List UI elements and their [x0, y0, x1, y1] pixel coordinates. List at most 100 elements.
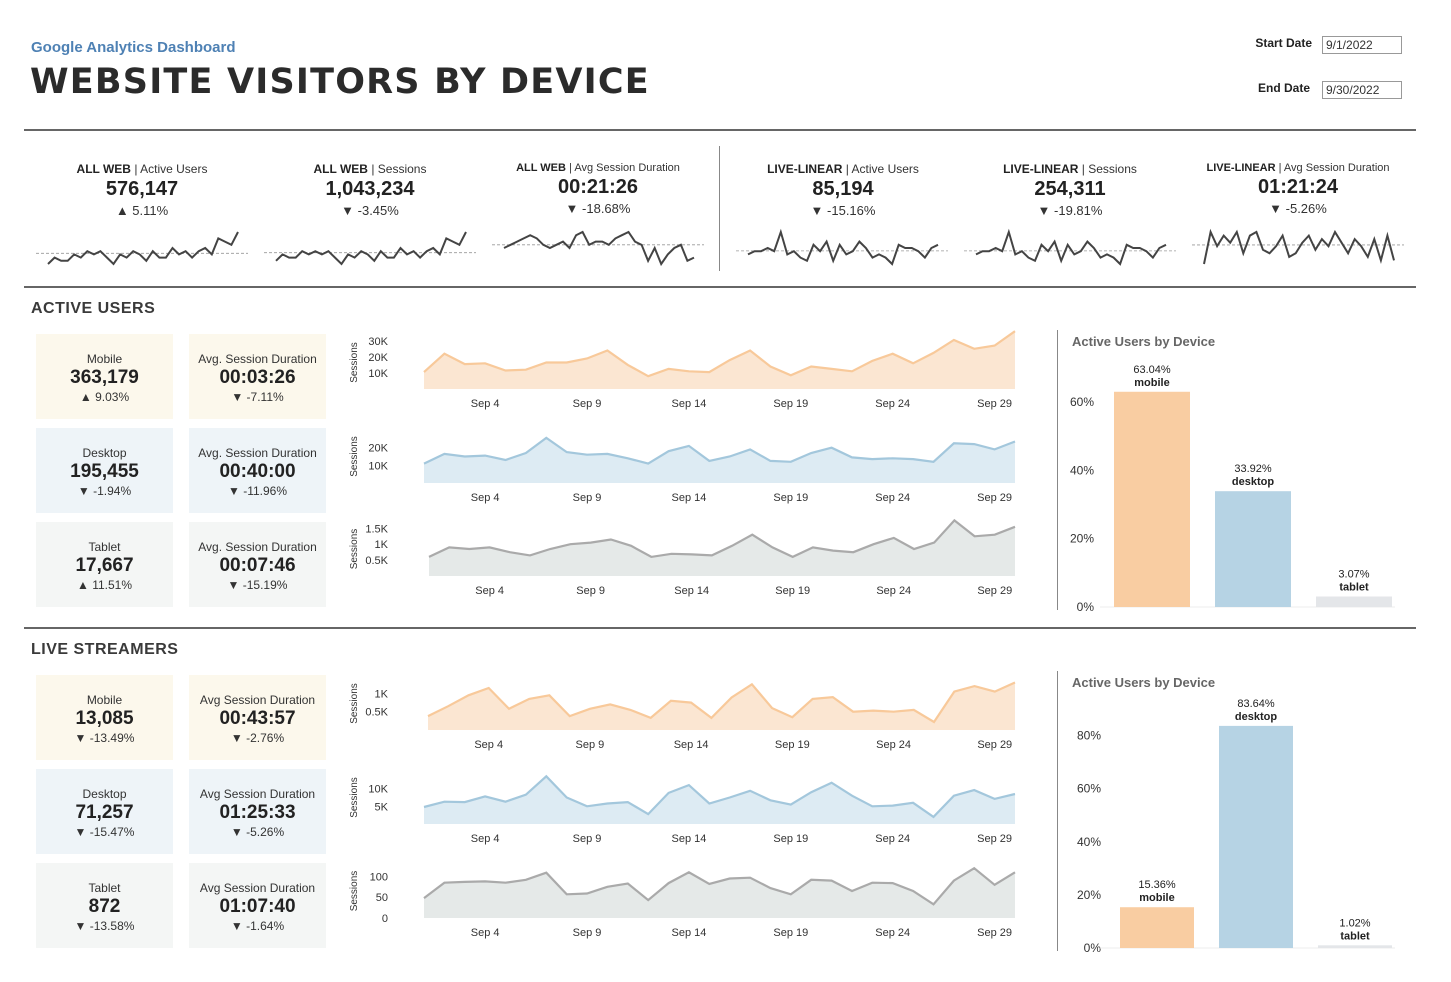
section-title-active-users: ACTIVE USERS: [31, 300, 156, 317]
area-line: [423, 774, 1016, 819]
kpi-change: ▼ -18.68%: [565, 201, 631, 216]
kpi-metric: | Avg Session Duration: [569, 162, 680, 174]
card-change: ▼ -1.64%: [230, 919, 285, 933]
x-tick-label: Sep 19: [773, 927, 808, 939]
dashboard-subtitle: Google Analytics Dashboard: [31, 39, 236, 56]
card-value: 363,179: [70, 367, 139, 388]
card-label: Mobile: [86, 352, 123, 366]
kpi-group: LIVE-LINEAR: [1206, 162, 1276, 174]
card-value: 872: [88, 896, 121, 917]
area-chart-au-tablet: Sessions 1.5K 1K 0.5K Sep 4 Sep 9 Sep 14 Sep 19…: [349, 518, 1016, 597]
y-axis-label: Sessions: [349, 777, 360, 818]
card-value: 195,455: [70, 461, 139, 482]
x-tick-label: Sep 4: [474, 739, 503, 751]
area-chart-au-mobile: Sessions 30K 20K 10K Sep 4 Sep 9 Sep 14 Sep 19 S…: [349, 330, 1016, 410]
card-label: Desktop: [82, 787, 127, 801]
area-line: [423, 436, 1016, 465]
kpi-group: ALL WEB: [516, 162, 566, 174]
card-label: Avg Session Duration: [199, 693, 316, 707]
x-tick-label: Sep 4: [471, 492, 500, 504]
area-fill: [424, 331, 1015, 389]
card-mobile-duration: Avg Session Duration 00:43:57 ▼ -2.76%: [189, 675, 326, 760]
x-tick-label: Sep 29: [977, 585, 1012, 597]
bar-desktop: [1219, 725, 1293, 948]
kpi-value: 00:21:26: [557, 176, 639, 198]
card-change: ▼ -15.47%: [74, 825, 135, 839]
card-label: Avg Session Duration: [199, 881, 316, 895]
x-tick-label: Sep 19: [775, 585, 810, 597]
sparkline-2: [492, 230, 704, 267]
card-change: ▼ -15.19%: [227, 578, 288, 592]
y-tick-label: 1K: [375, 688, 389, 700]
card-change: ▼ -2.76%: [230, 731, 285, 745]
x-tick-label: Sep 9: [576, 585, 605, 597]
start-date-input[interactable]: [1322, 36, 1402, 54]
kpi-metric: | Avg Session Duration: [1278, 162, 1390, 174]
y-tick-label: 80%: [1077, 729, 1101, 743]
card-desktop-duration: Avg Session Duration 01:25:33 ▼ -5.26%: [189, 769, 326, 854]
kpi-change: ▼ -19.81%: [1037, 203, 1103, 218]
y-tick-label: 10K: [368, 460, 388, 472]
kpi-change: ▼ -15.16%: [810, 203, 876, 218]
end-date-input[interactable]: [1322, 81, 1402, 99]
card-value: 01:25:33: [219, 802, 296, 823]
bar-category-label: desktop: [1232, 476, 1274, 488]
sparkline-5: [1192, 228, 1404, 265]
y-axis-label: Sessions: [349, 683, 360, 724]
area-fill: [424, 437, 1015, 483]
sparkline-line: [275, 231, 467, 266]
card-label: Tablet: [88, 540, 121, 554]
x-tick-label: Sep 19: [773, 492, 808, 504]
bar-category-label: mobile: [1134, 377, 1169, 389]
x-tick-label: Sep 29: [977, 833, 1012, 845]
card-label: Avg Session Duration: [199, 787, 316, 801]
area-fill: [428, 682, 1015, 730]
bar-value-label: 3.07%: [1338, 569, 1369, 581]
card-change: ▼ -7.11%: [231, 390, 284, 404]
x-tick-label: Sep 9: [573, 927, 602, 939]
card-change: ▼ -11.96%: [227, 484, 287, 498]
y-tick-label: 1.5K: [365, 523, 388, 535]
y-tick-label: 10K: [368, 368, 388, 380]
y-tick-label: 0: [382, 913, 388, 925]
bar-chart-divider: [1057, 330, 1058, 610]
kpi-metric: | Sessions: [371, 162, 427, 176]
area-line: [423, 330, 1016, 378]
x-tick-label: Sep 4: [471, 927, 500, 939]
area-fill: [424, 776, 1015, 824]
y-tick-label: 60%: [1070, 395, 1094, 409]
bar-value-label: 15.36%: [1138, 879, 1176, 891]
x-tick-label: Sep 29: [977, 739, 1012, 751]
card-value: 17,667: [75, 555, 134, 576]
card-label: Desktop: [82, 446, 127, 460]
y-tick-label: 100: [370, 871, 388, 883]
area-chart-ls-tablet: Sessions 100 50 0 Sep 4 Sep 9 Sep 14 Sep 19 Sep …: [349, 866, 1016, 939]
bar-value-label: 1.02%: [1339, 917, 1370, 929]
sparkline-line: [503, 230, 695, 267]
section-title-live-streamers: LIVE STREAMERS: [31, 641, 179, 658]
sparkline-line: [1203, 228, 1395, 265]
kpi-livelinear-sessions: LIVE-LINEAR | Sessions 254,311 ▼ -19.81%: [960, 162, 1180, 218]
kpi-value: 1,043,234: [325, 178, 415, 200]
bar-chart-au-bars: 60% 40% 20% 0% 63.04%mobile 33.92%desktop 3.07…: [1070, 364, 1395, 614]
x-tick-label: Sep 24: [875, 927, 910, 939]
kpi-metric: | Sessions: [1081, 162, 1137, 176]
x-tick-label: Sep 4: [475, 585, 504, 597]
card-tablet-duration: Avg. Session Duration 00:07:46 ▼ -15.19%: [189, 522, 326, 607]
y-tick-label: 40%: [1077, 835, 1101, 849]
x-tick-label: Sep 14: [671, 398, 706, 410]
y-tick-label: 5K: [375, 801, 389, 813]
x-tick-label: Sep 14: [674, 739, 709, 751]
card-tablet-users: Tablet 872 ▼ -13.58%: [36, 863, 173, 948]
kpi-metric: | Active Users: [845, 162, 919, 176]
kpi-divider: [719, 146, 720, 271]
end-date-label: End Date: [1257, 81, 1310, 95]
y-tick-label: 10K: [368, 784, 388, 796]
bar-category-label: tablet: [1339, 582, 1369, 594]
card-value: 13,085: [75, 708, 134, 729]
kpi-livelinear-active-users: LIVE-LINEAR | Active Users 85,194 ▼ -15.…: [733, 162, 953, 218]
kpi-value: 576,147: [105, 178, 179, 200]
x-tick-label: Sep 4: [471, 833, 500, 845]
page-title: WEBSITE VISITORS BY DEVICE: [30, 62, 650, 102]
kpi-value: 85,194: [812, 178, 874, 200]
